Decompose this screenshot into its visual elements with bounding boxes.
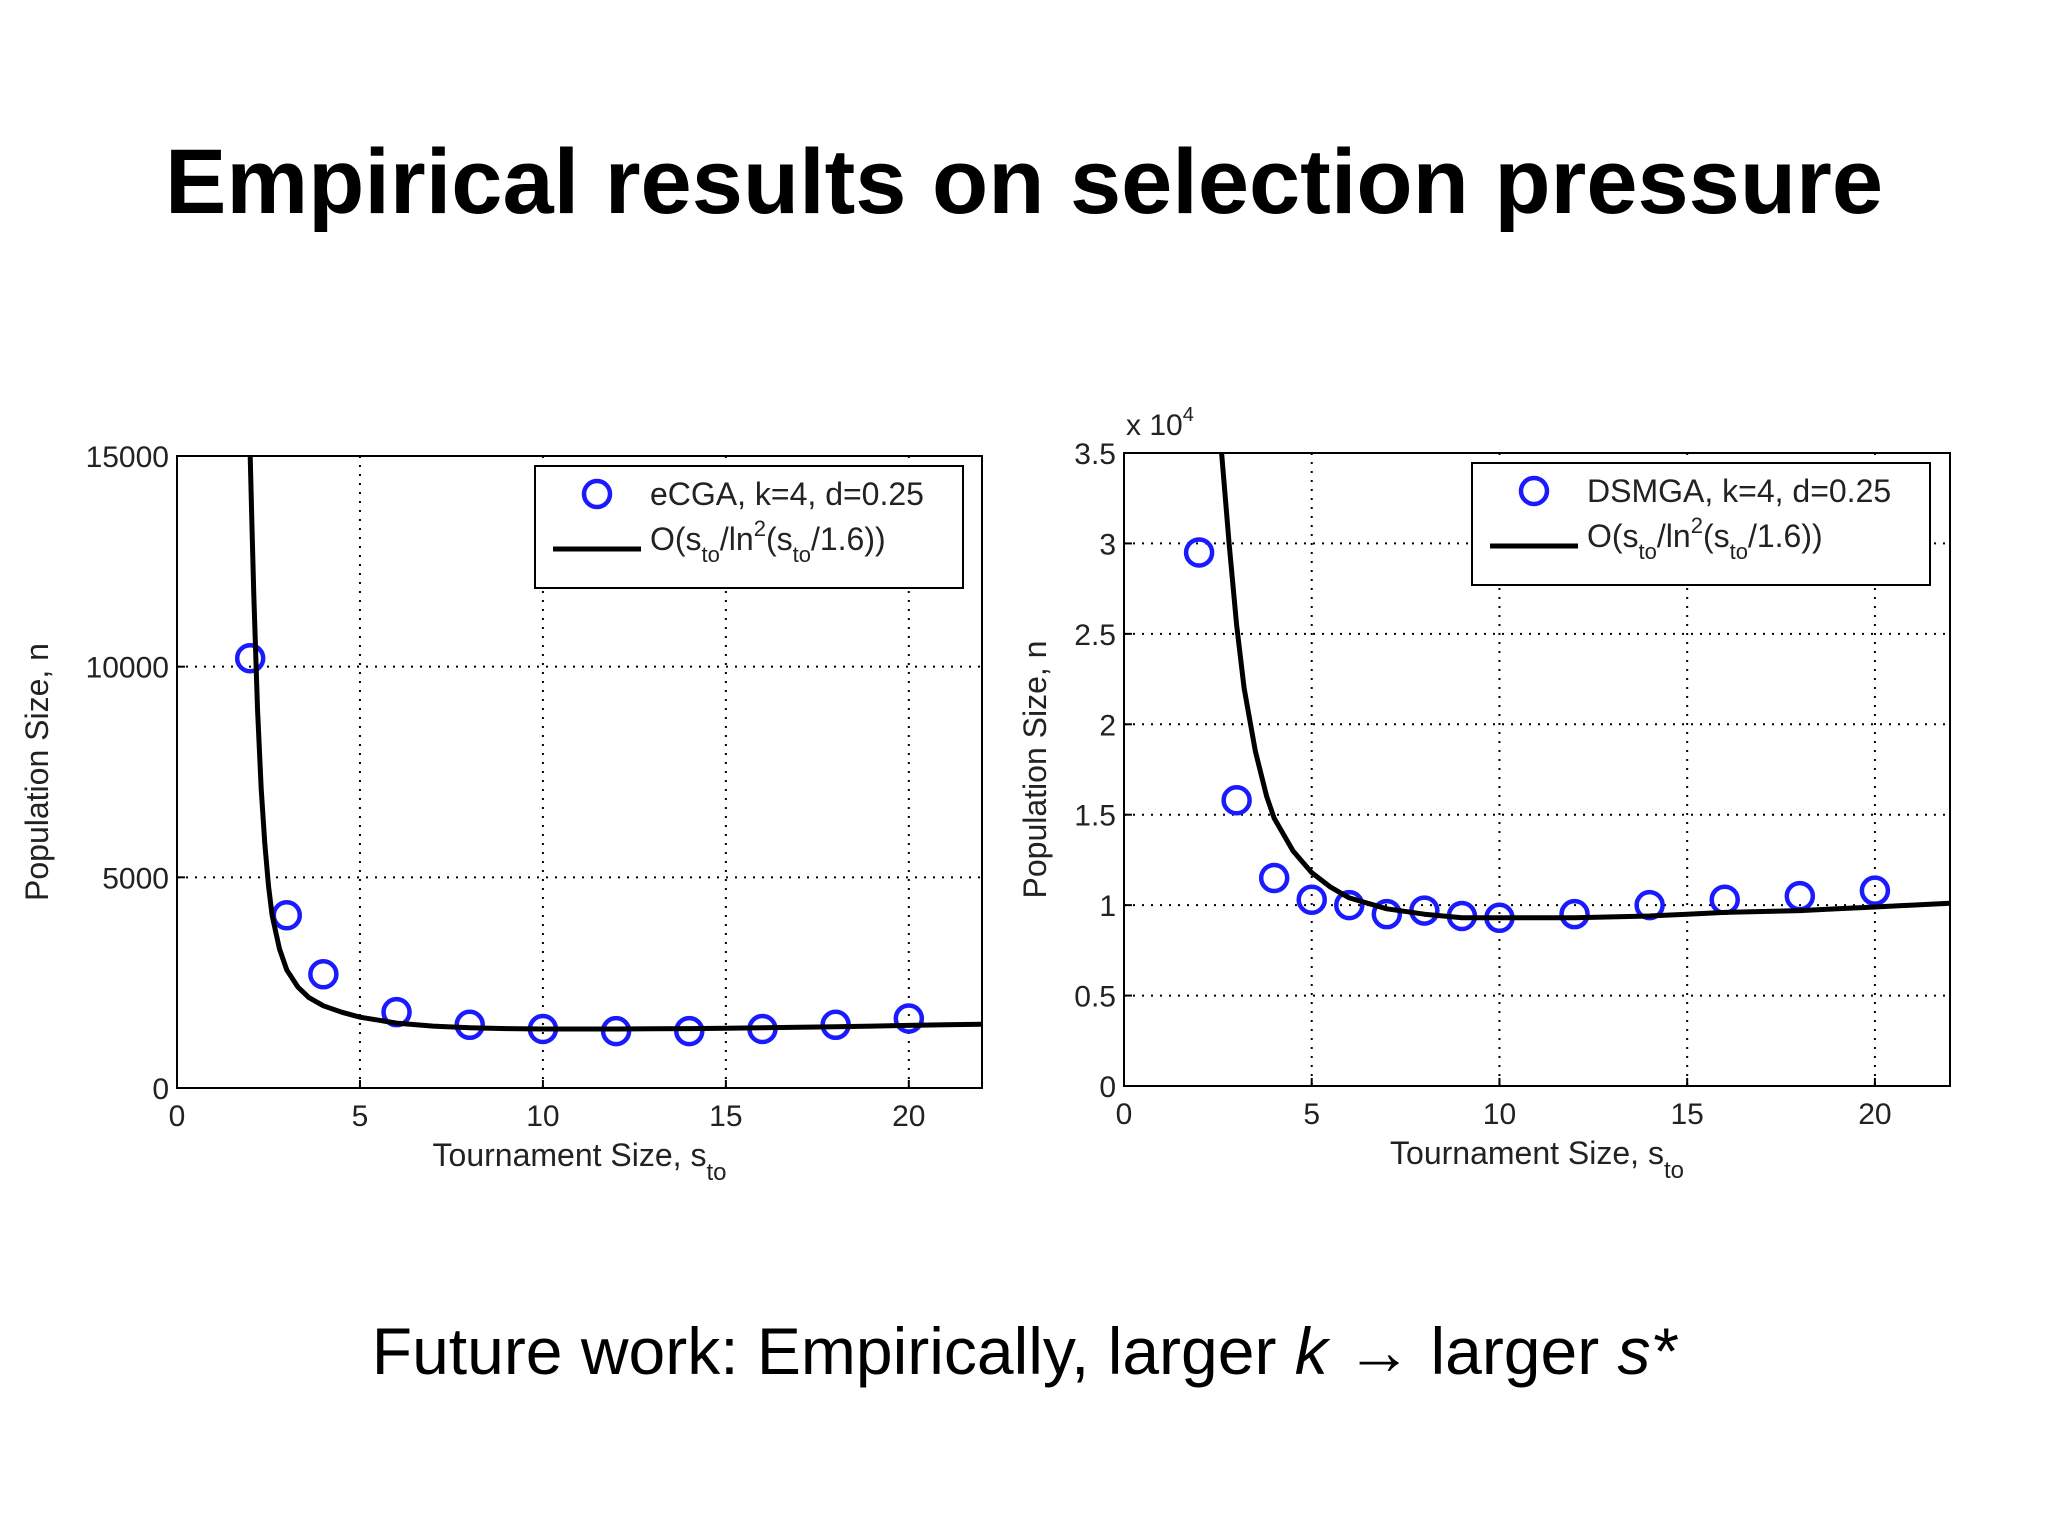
plot-frame xyxy=(176,455,983,1089)
data-point xyxy=(1183,537,1215,568)
legend-marker xyxy=(1518,475,1550,507)
legend-label-markers: DSMGA, k=4, d=0.25 xyxy=(1587,473,1891,509)
data-point xyxy=(893,1003,925,1034)
legend: DSMGA, k=4, d=0.25 O(sto/ln2(sto/1.6)) xyxy=(1471,462,1931,586)
x-tick-label: 0 xyxy=(169,1100,186,1133)
x-tick-label: 10 xyxy=(526,1100,559,1133)
x-axis-label: Tournament Size, sto xyxy=(433,1137,727,1186)
data-point xyxy=(1371,898,1403,930)
x-axis-label: Tournament Size, sto xyxy=(1390,1135,1684,1184)
data-point xyxy=(1296,884,1327,915)
y-tick-label: 2.5 xyxy=(1074,619,1116,652)
data-point xyxy=(234,642,266,674)
y-tick-label: 3 xyxy=(1099,528,1116,561)
y-axis-label: Population Size, n xyxy=(1017,641,1053,899)
slide-title: Empirical results on selection pressure xyxy=(165,131,1883,233)
x-tick-label: 10 xyxy=(1483,1098,1516,1131)
legend-label-markers: eCGA, k=4, d=0.25 xyxy=(650,476,924,512)
y-axis-label: Population Size, n xyxy=(19,643,55,901)
y-tick-label: 10000 xyxy=(86,652,169,685)
data-point xyxy=(1559,898,1590,930)
footer-mid: larger xyxy=(1412,1314,1618,1388)
y-tick-label: 5000 xyxy=(102,862,169,895)
footer-text: Future work: Empirically, larger xyxy=(371,1314,1295,1388)
y-tick-label: 0.5 xyxy=(1074,981,1116,1014)
footer-k: k xyxy=(1294,1314,1328,1388)
y-tick-label: 2 xyxy=(1099,709,1116,742)
x-tick-label: 20 xyxy=(1858,1098,1891,1131)
slide-footer: Future work: Empirically, larger k → lar… xyxy=(0,1318,2048,1384)
legend-label-line: O(sto/ln2(sto/1.6)) xyxy=(650,516,886,567)
y-tick-label: 15000 xyxy=(86,441,169,474)
data-point xyxy=(308,958,339,990)
y-tick-label: 1.5 xyxy=(1074,800,1116,833)
x-tick-label: 0 xyxy=(1116,1098,1133,1131)
x-tick-label: 15 xyxy=(1670,1098,1703,1131)
footer-arrow: → xyxy=(1346,1314,1413,1388)
plot-frame xyxy=(1123,452,1951,1087)
data-point xyxy=(1258,862,1290,894)
footer-s: s* xyxy=(1617,1314,1677,1388)
legend-box xyxy=(1471,462,1931,586)
x-tick-label: 5 xyxy=(352,1100,369,1133)
y-tick-label: 0 xyxy=(152,1073,169,1106)
y-tick-label: 1 xyxy=(1099,890,1116,923)
legend-marker xyxy=(581,478,613,510)
y-tick-label: 3.5 xyxy=(1074,438,1116,471)
data-point xyxy=(1709,884,1740,915)
data-point xyxy=(454,1009,485,1041)
chart-dsmga: 0 5 10 15 20 0 0.5 1 1.5 2 2.5 3 3.5 x 104 Tournament … xyxy=(1017,404,1951,1184)
data-point xyxy=(1221,784,1252,816)
y-tick-label: 0 xyxy=(1099,1071,1116,1104)
fit-curve xyxy=(247,456,982,1032)
fit-curve xyxy=(1219,453,1950,921)
legend: eCGA, k=4, d=0.25 O(sto/ln2(sto/1.6)) xyxy=(534,465,964,589)
chart-ecga: 0 5 10 15 20 0 5000 10000 15000 Tournament Size, … xyxy=(19,441,983,1186)
y-exponent-label: x 104 xyxy=(1126,404,1194,442)
data-point xyxy=(271,900,303,931)
legend-label-line: O(sto/ln2(sto/1.6)) xyxy=(1587,513,1823,564)
x-tick-label: 20 xyxy=(892,1100,925,1133)
data-point xyxy=(1859,875,1891,906)
x-tick-label: 5 xyxy=(1303,1098,1320,1131)
x-tick-label: 15 xyxy=(709,1100,742,1133)
data-point xyxy=(1334,889,1365,921)
